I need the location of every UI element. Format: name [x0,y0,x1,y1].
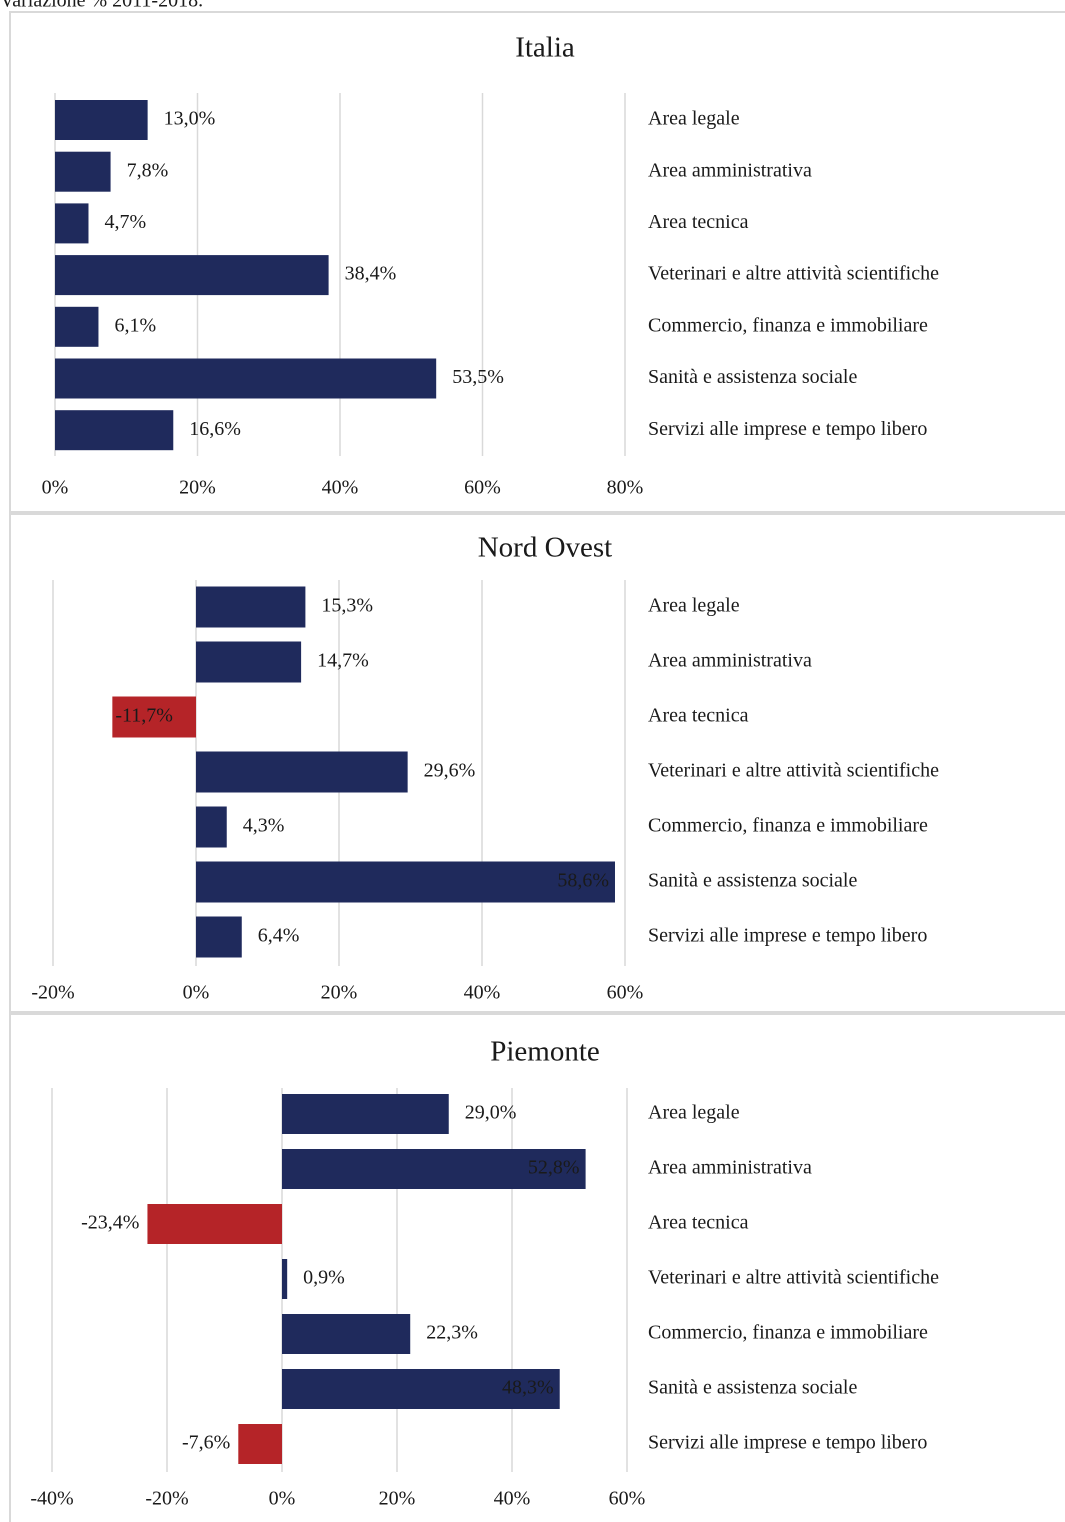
category-label: Area tecnica [648,211,749,233]
data-label: 58,6% [557,870,609,892]
bar [282,1094,449,1134]
category-label: Area amministrativa [648,1157,812,1179]
bar [55,255,329,296]
bar [282,1369,560,1409]
data-label: 52,8% [528,1157,580,1179]
category-label: Sanità e assistenza sociale [648,1377,857,1399]
x-tick-label: 0% [269,1488,296,1510]
bar [55,100,148,140]
bar [196,806,227,848]
x-tick-label: 40% [464,982,501,1004]
x-tick-label: -20% [145,1488,188,1510]
category-label: Sanità e assistenza sociale [648,366,857,388]
category-label: Area amministrativa [648,159,812,181]
data-label: -11,7% [115,705,173,727]
data-label: 38,4% [345,263,397,285]
panel-title: Piemonte [490,1036,600,1068]
caption: Variazione % 2011-2018. [0,0,203,12]
data-label: 53,5% [452,366,504,388]
bar [55,410,174,451]
category-label: Commercio, finanza e immobiliare [648,314,928,336]
category-label: Area tecnica [648,705,749,727]
category-label: Servizi alle imprese e tempo libero [648,1432,927,1454]
data-label: 6,1% [114,314,156,336]
bar [238,1424,282,1464]
category-label: Area tecnica [648,1212,749,1234]
data-label: 15,3% [321,595,373,617]
bar [55,203,89,244]
data-label: 0,9% [303,1267,345,1289]
bar [147,1204,282,1244]
x-tick-label: -20% [31,982,74,1004]
data-label: 22,3% [426,1322,478,1344]
data-label: 13,0% [164,108,216,130]
category-label: Veterinari e altre attività scientifiche [648,1267,939,1289]
x-tick-label: 40% [322,477,359,499]
data-label: -23,4% [81,1212,139,1234]
category-label: Sanità e assistenza sociale [648,870,857,892]
bar [55,306,99,347]
panel-frame [9,11,1065,513]
x-tick-label: 60% [464,477,501,499]
bar [196,641,302,683]
bar [112,696,196,738]
data-label: 29,6% [424,760,476,782]
bar [196,861,615,903]
data-label: -7,6% [182,1432,230,1454]
category-label: Commercio, finanza e immobiliare [648,1322,928,1344]
bar [196,916,242,958]
category-label: Commercio, finanza e immobiliare [648,815,928,837]
category-label: Area legale [648,1102,740,1124]
data-label: 29,0% [465,1102,517,1124]
x-tick-label: 80% [607,477,644,499]
bar [196,586,306,628]
x-tick-label: 40% [494,1488,531,1510]
bar [282,1259,288,1299]
x-tick-label: 60% [609,1488,646,1510]
x-tick-label: 60% [607,982,644,1004]
category-label: Veterinari e altre attività scientifiche [648,263,939,285]
category-label: Veterinari e altre attività scientifiche [648,760,939,782]
data-label: 7,8% [127,159,169,181]
bar [282,1314,411,1354]
x-tick-label: 20% [379,1488,416,1510]
panel-title: Nord Ovest [478,532,613,564]
bar [196,751,408,793]
data-label: 48,3% [502,1377,554,1399]
bar [282,1149,586,1189]
data-label: 16,6% [189,418,241,440]
data-label: 6,4% [258,925,300,947]
panel-frame [9,1013,1065,1522]
x-tick-label: -40% [30,1488,73,1510]
bar [55,358,437,399]
data-label: 4,7% [104,211,146,233]
panel-frame [9,513,1065,1013]
panel-title: Italia [515,32,575,64]
x-tick-label: 20% [321,982,358,1004]
category-label: Servizi alle imprese e tempo libero [648,925,927,947]
x-tick-label: 0% [42,477,69,499]
x-tick-label: 0% [183,982,210,1004]
category-label: Area amministrativa [648,650,812,672]
bar [55,151,111,192]
x-tick-label: 20% [179,477,216,499]
data-label: 14,7% [317,650,369,672]
data-label: 4,3% [243,815,285,837]
category-label: Servizi alle imprese e tempo libero [648,418,927,440]
category-label: Area legale [648,108,740,130]
category-label: Area legale [648,595,740,617]
